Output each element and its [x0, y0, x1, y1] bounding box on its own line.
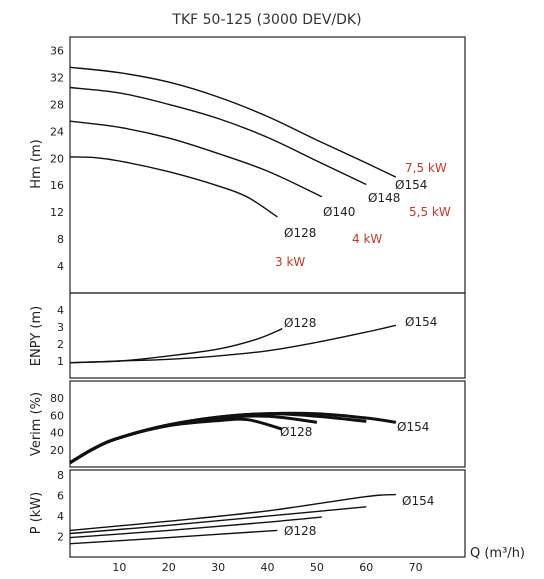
- y-axis-label-head: Hm (m): [29, 139, 44, 188]
- y-tick-label: 60: [50, 409, 64, 422]
- y-tick-label: 4: [57, 510, 64, 523]
- impeller-diameter-label: Ø154: [402, 494, 434, 508]
- x-tick-label: 30: [211, 561, 225, 574]
- impeller-diameter-label: Ø148: [368, 191, 400, 205]
- curve-npsh-154: [69, 324, 397, 364]
- y-tick-label: 40: [50, 427, 64, 440]
- y-tick-label: 6: [57, 490, 64, 503]
- y-tick-label: 80: [50, 392, 64, 405]
- y-tick-label: 20: [50, 152, 64, 165]
- motor-power-label: 5,5 kW: [409, 205, 451, 219]
- impeller-diameter-label: Ø154: [405, 315, 437, 329]
- y-tick-label: 20: [50, 444, 64, 457]
- motor-power-label: 7,5 kW: [405, 161, 447, 175]
- grid-lines: [70, 37, 465, 557]
- x-tick-label: 50: [310, 561, 324, 574]
- y-tick-label: 8: [57, 469, 64, 482]
- panel-frame-npsh: [69, 292, 466, 379]
- y-tick-label: 12: [50, 206, 64, 219]
- y-axis-label-efficiency: Verim (%): [29, 392, 44, 456]
- panel-frames: [69, 36, 466, 558]
- y-tick-label: 2: [57, 531, 64, 544]
- y-tick-label: 4: [57, 304, 64, 317]
- x-tick-label: 40: [261, 561, 275, 574]
- impeller-diameter-label: Ø128: [284, 316, 316, 330]
- y-tick-label: 3: [57, 321, 64, 334]
- curve-power-148: [69, 506, 367, 535]
- y-axis-label-power: P (kW): [29, 492, 44, 535]
- curve-head-148: [69, 86, 367, 186]
- x-tick-label: 70: [409, 561, 423, 574]
- x-tick-label: 60: [359, 561, 373, 574]
- impeller-diameter-label: Ø128: [284, 226, 316, 240]
- y-tick-label: 24: [50, 125, 64, 138]
- y-tick-label: 1: [57, 355, 64, 368]
- x-tick-label: 20: [162, 561, 176, 574]
- curve-efficiency-128: [69, 417, 283, 464]
- y-tick-label: 8: [57, 233, 64, 246]
- panel-frame-power: [69, 469, 466, 558]
- chart-title: TKF 50-125 (3000 DEV/DK): [171, 12, 361, 28]
- curve-head-128: [69, 156, 278, 218]
- y-axis-label-npsh: ENPY (m): [29, 306, 44, 366]
- motor-power-label: 3 kW: [275, 255, 305, 269]
- curve-npsh-128: [69, 328, 283, 364]
- curve-power-128: [69, 529, 278, 545]
- impeller-diameter-label: Ø154: [397, 420, 429, 434]
- y-tick-label: 4: [57, 260, 64, 273]
- motor-power-label: 4 kW: [352, 232, 382, 246]
- y-tick-label: 32: [50, 71, 64, 84]
- curve-head-140: [69, 120, 323, 198]
- y-tick-label: 16: [50, 179, 64, 192]
- curves: [69, 66, 397, 545]
- impeller-diameter-label: Ø154: [395, 178, 427, 192]
- panel-frame-efficiency: [69, 380, 466, 468]
- y-tick-label: 2: [57, 338, 64, 351]
- x-tick-label: 10: [112, 561, 126, 574]
- impeller-diameter-label: Ø128: [284, 524, 316, 538]
- impeller-diameter-label: Ø140: [323, 205, 355, 219]
- curve-power-140: [69, 516, 322, 539]
- impeller-diameter-label: Ø128: [280, 425, 312, 439]
- curve-head-154: [69, 66, 397, 178]
- y-tick-label: 36: [50, 44, 64, 57]
- x-axis-label: Q (m³/h): [470, 546, 525, 561]
- curve-power-154: [69, 493, 396, 532]
- y-tick-label: 28: [50, 98, 64, 111]
